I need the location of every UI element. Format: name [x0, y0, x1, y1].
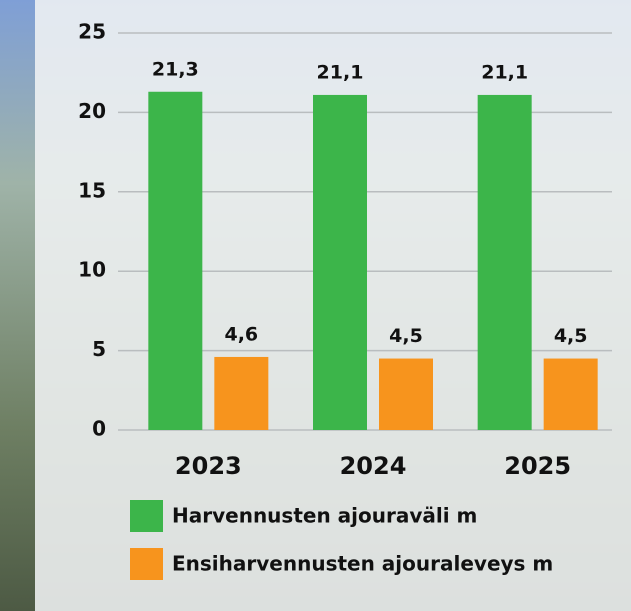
- legend-swatch: [130, 500, 163, 532]
- value-label: 4,5: [389, 325, 423, 347]
- y-tick-label: 5: [92, 337, 106, 361]
- screen: 0510152025202321,34,6202421,14,5202521,1…: [0, 0, 631, 611]
- value-label: 21,1: [481, 61, 528, 83]
- bar: [214, 357, 268, 430]
- value-label: 21,3: [152, 58, 199, 80]
- chart: 0510152025202321,34,6202421,14,5202521,1…: [0, 0, 631, 611]
- value-label: 21,1: [317, 61, 364, 83]
- bar: [148, 92, 202, 430]
- value-label: 4,6: [224, 323, 258, 345]
- bar: [478, 95, 532, 430]
- legend-label: Ensiharvennusten ajouraleveys m: [172, 552, 553, 576]
- y-tick-label: 10: [78, 258, 106, 282]
- x-tick-label: 2023: [175, 452, 242, 480]
- x-tick-label: 2025: [504, 452, 571, 480]
- bar: [544, 359, 598, 430]
- y-tick-label: 0: [92, 417, 106, 441]
- legend-swatch: [130, 548, 163, 580]
- bar: [313, 95, 367, 430]
- value-label: 4,5: [554, 325, 588, 347]
- y-tick-label: 20: [78, 99, 106, 123]
- x-tick-label: 2024: [340, 452, 407, 480]
- y-tick-label: 25: [78, 20, 106, 44]
- y-tick-label: 15: [78, 178, 106, 202]
- legend-label: Harvennusten ajouraväli m: [172, 504, 477, 528]
- bar: [379, 359, 433, 430]
